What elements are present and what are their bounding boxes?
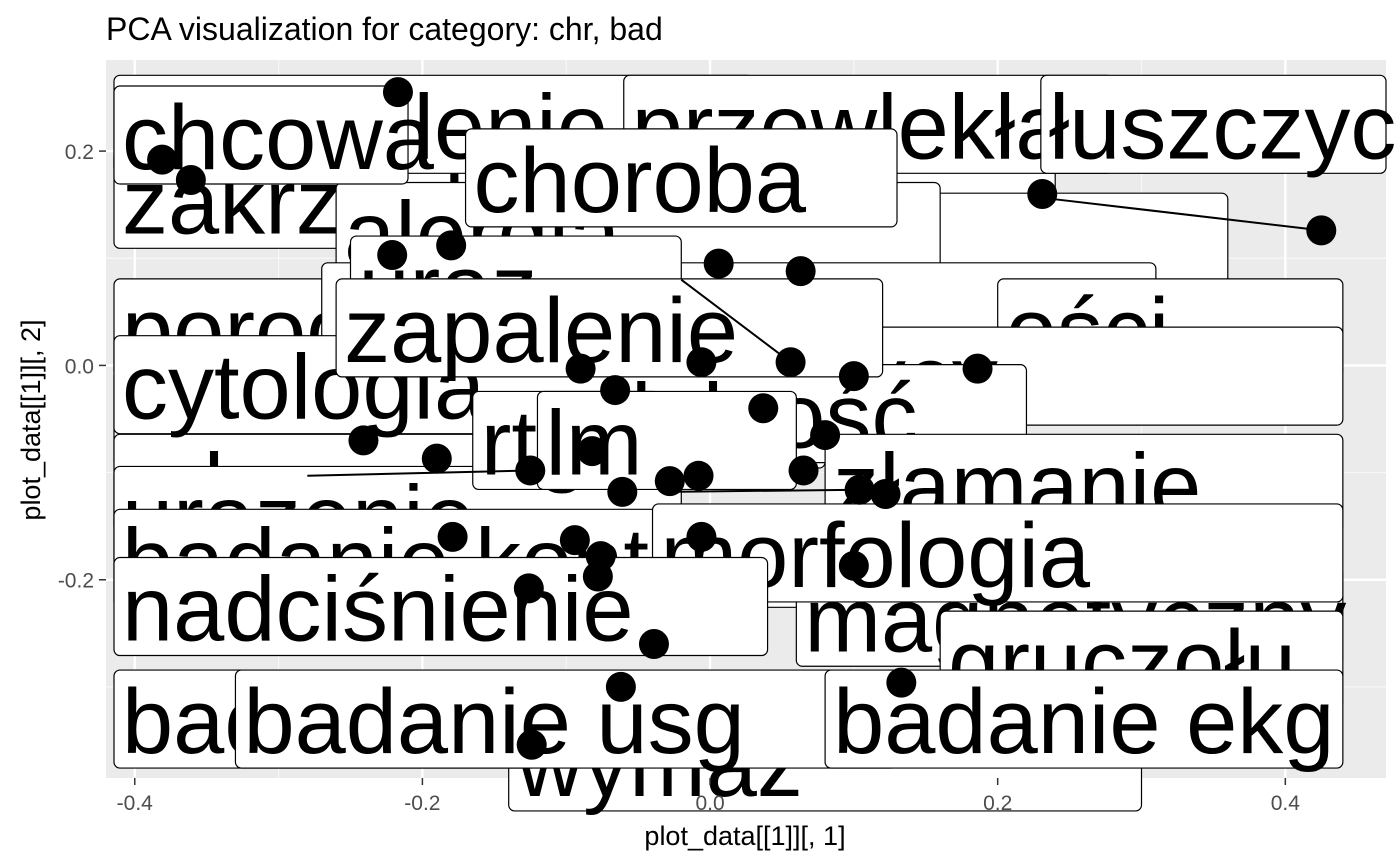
word-annotation: nadciśnienie	[114, 558, 768, 661]
data-point	[810, 420, 840, 450]
label-text: nadciśnienie	[122, 559, 633, 661]
data-point	[176, 165, 206, 195]
data-point	[560, 525, 590, 555]
data-point	[566, 354, 596, 384]
data-point	[438, 522, 468, 552]
label-text: choroba	[474, 130, 807, 232]
data-point	[684, 461, 714, 491]
x-tick-label: 0.2	[983, 792, 1012, 815]
label-text: łuszczycowy	[1049, 76, 1400, 178]
y-tick-label: 0.0	[65, 355, 94, 378]
data-point	[839, 361, 869, 391]
data-point	[748, 393, 778, 423]
data-point	[776, 347, 806, 377]
data-point	[606, 672, 636, 702]
data-point	[583, 562, 613, 592]
x-tick-label: -0.4	[117, 792, 154, 815]
data-point	[348, 425, 378, 455]
label-text: badanie usg	[243, 671, 744, 773]
x-tick-label: 0.4	[1271, 792, 1301, 815]
word-annotation: badanie usg	[235, 670, 897, 773]
data-point	[639, 629, 669, 659]
data-point	[886, 668, 916, 698]
data-point	[1306, 215, 1336, 245]
data-point	[839, 551, 869, 581]
data-point	[514, 573, 544, 603]
label-text: zapalenie	[344, 280, 738, 382]
data-point	[686, 522, 716, 552]
data-point	[686, 347, 716, 377]
chart-title: PCA visualization for category: chr, bad	[106, 11, 663, 47]
word-annotation: choroba	[466, 129, 897, 232]
data-point	[655, 466, 685, 496]
data-point	[436, 230, 466, 260]
data-point	[845, 475, 875, 505]
data-point	[963, 354, 993, 384]
data-point	[789, 455, 819, 485]
data-point	[607, 477, 637, 507]
x-tick-label: -0.2	[404, 792, 440, 815]
data-point	[1027, 179, 1057, 209]
word-annotation: łuszczycowy	[1041, 75, 1400, 178]
data-point	[871, 479, 901, 509]
data-point	[377, 240, 407, 270]
y-tick-label: -0.2	[58, 570, 94, 593]
data-point	[704, 249, 734, 279]
data-point	[147, 145, 177, 175]
x-axis-title: plot_data[[1]][, 1]	[644, 821, 845, 851]
data-point	[600, 375, 630, 405]
data-point	[383, 77, 413, 107]
x-tick-label: 0.0	[695, 792, 724, 815]
y-axis-title: plot_data[[1]][, 2]	[16, 319, 46, 520]
data-point	[517, 730, 547, 760]
data-point	[515, 455, 545, 485]
data-point	[577, 436, 607, 466]
data-point	[422, 444, 452, 474]
y-tick-label: 0.2	[65, 141, 94, 164]
data-point	[786, 256, 816, 286]
